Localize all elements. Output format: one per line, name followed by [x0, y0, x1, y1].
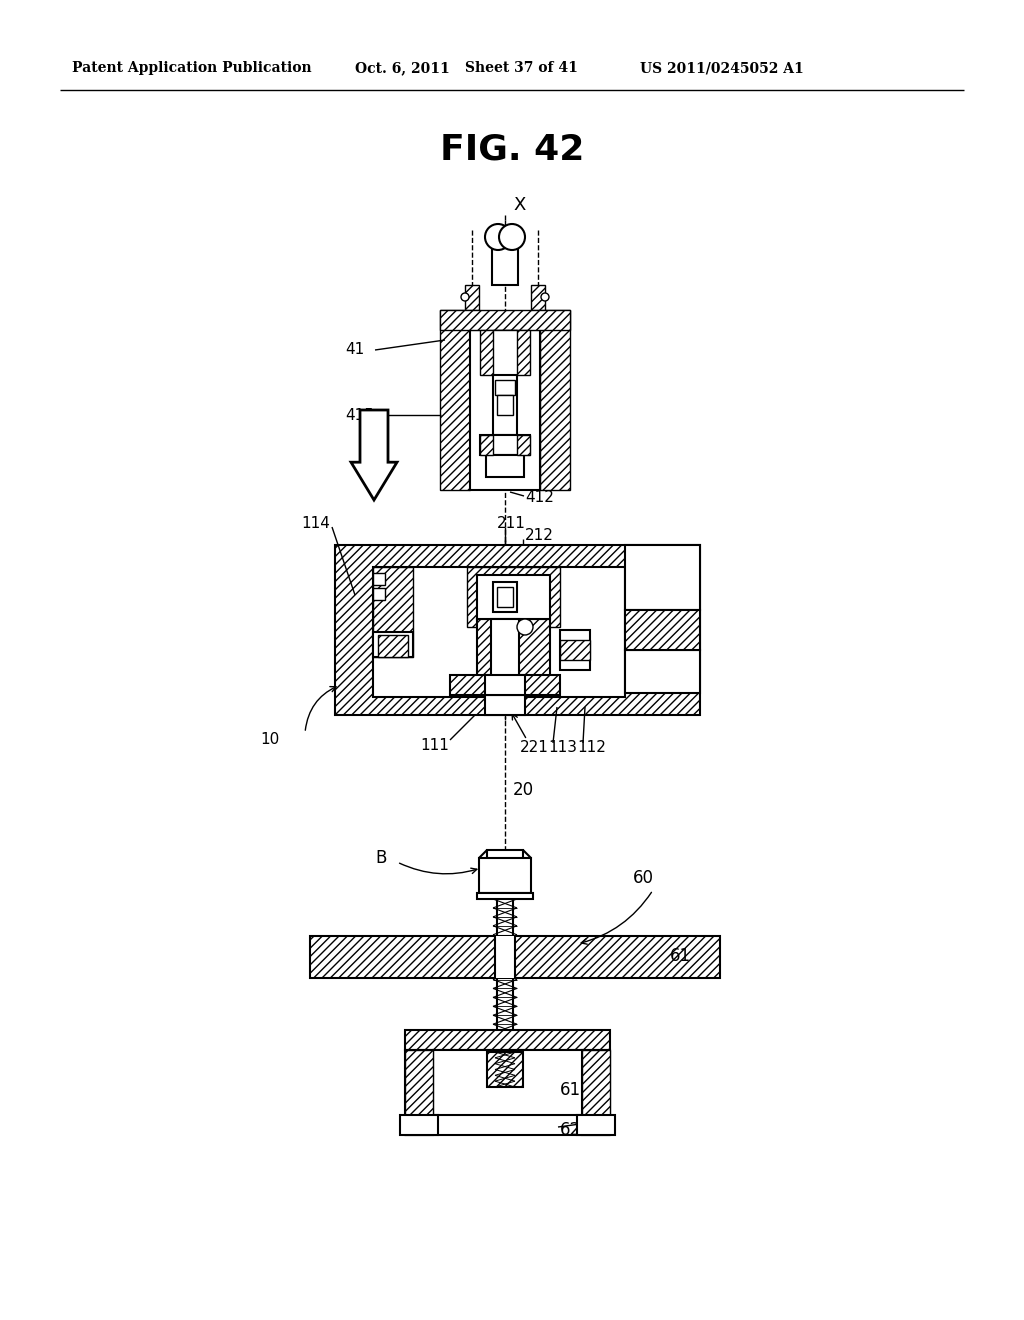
Text: FIG. 42: FIG. 42	[440, 133, 584, 168]
Bar	[493, 330, 517, 375]
Text: US 2011/0245052 A1: US 2011/0245052 A1	[640, 61, 804, 75]
Bar	[440, 310, 470, 490]
Text: 20: 20	[513, 781, 535, 799]
Text: 60: 60	[633, 869, 654, 887]
Bar	[480, 330, 530, 375]
Text: 62: 62	[560, 1121, 582, 1139]
Bar	[485, 696, 525, 715]
Bar	[479, 858, 531, 894]
Bar	[493, 375, 517, 436]
Bar	[433, 1049, 582, 1115]
Bar	[477, 576, 550, 619]
Bar	[480, 436, 493, 455]
Bar	[406, 1049, 433, 1135]
Bar	[582, 1049, 610, 1115]
Bar	[373, 632, 413, 657]
Circle shape	[461, 293, 469, 301]
Text: 41: 41	[345, 342, 365, 358]
Bar	[465, 285, 479, 310]
Circle shape	[499, 224, 525, 249]
Bar	[378, 635, 408, 657]
Bar	[492, 239, 518, 285]
Text: 112: 112	[577, 739, 606, 755]
Bar	[577, 1115, 615, 1135]
Bar	[495, 380, 515, 395]
Bar	[477, 619, 550, 684]
Bar	[560, 630, 590, 671]
Bar	[373, 568, 625, 697]
Text: Sheet 37 of 41: Sheet 37 of 41	[465, 61, 578, 75]
Bar	[406, 1049, 433, 1115]
Bar	[406, 1030, 610, 1049]
Text: B: B	[375, 849, 386, 867]
Circle shape	[541, 293, 549, 301]
Text: 113: 113	[548, 739, 577, 755]
Bar	[450, 675, 560, 696]
Bar	[335, 545, 700, 715]
Text: 10: 10	[260, 733, 280, 747]
Bar	[531, 285, 545, 310]
Bar	[487, 1052, 523, 1086]
Bar	[373, 573, 385, 585]
Bar	[625, 649, 700, 693]
Text: 212: 212	[525, 528, 554, 543]
Bar	[400, 1115, 438, 1135]
Text: X: X	[513, 195, 525, 214]
Bar	[625, 610, 700, 649]
Text: 61: 61	[670, 946, 691, 965]
Bar	[480, 436, 530, 455]
Text: 211: 211	[497, 516, 526, 531]
Circle shape	[517, 619, 534, 635]
Bar	[560, 640, 590, 660]
Bar	[625, 545, 700, 610]
Text: 221: 221	[520, 739, 549, 755]
Bar	[497, 395, 513, 414]
Text: Oct. 6, 2011: Oct. 6, 2011	[355, 61, 450, 75]
Bar	[470, 330, 540, 490]
Text: 611: 611	[560, 1081, 592, 1100]
Text: 111: 111	[420, 738, 449, 752]
Bar	[485, 675, 525, 696]
Bar	[493, 582, 517, 612]
Bar	[487, 850, 523, 861]
Bar	[440, 310, 570, 330]
Bar	[582, 1049, 610, 1135]
Bar	[310, 936, 720, 978]
Circle shape	[485, 224, 511, 249]
Bar	[486, 455, 524, 477]
Bar	[477, 894, 534, 899]
Bar	[497, 587, 513, 607]
Bar	[373, 587, 385, 601]
Bar	[495, 936, 515, 978]
Bar	[517, 436, 530, 455]
Text: 412: 412	[525, 491, 554, 506]
Bar	[540, 310, 570, 490]
Text: 415: 415	[345, 408, 374, 422]
Bar	[467, 568, 560, 627]
Polygon shape	[351, 411, 397, 500]
Text: Patent Application Publication: Patent Application Publication	[72, 61, 311, 75]
Text: 114: 114	[301, 516, 330, 531]
Bar	[373, 568, 413, 657]
Bar	[490, 619, 519, 684]
